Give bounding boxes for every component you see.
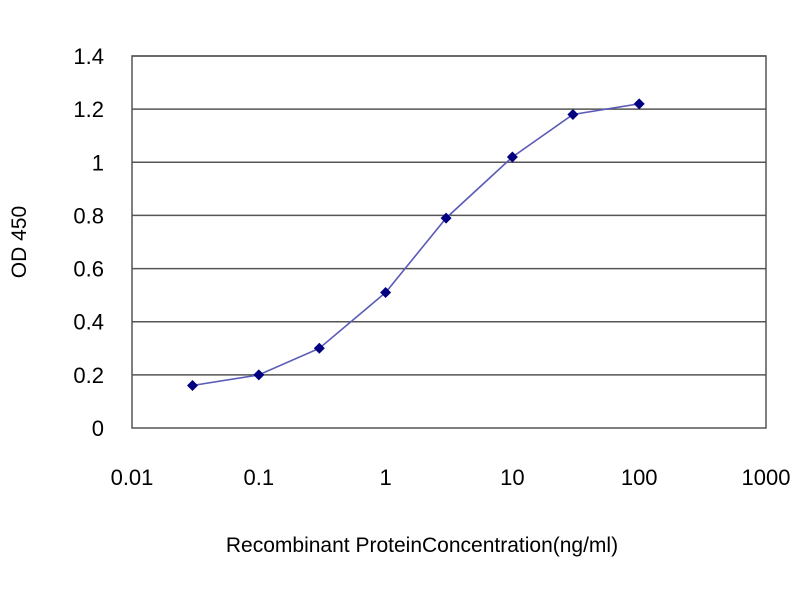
y-axis-title: OD 450 <box>8 206 31 278</box>
y-tick-label: 1.2 <box>73 97 104 122</box>
series-line <box>192 103 640 387</box>
y-tick-label: 1 <box>92 150 104 175</box>
y-axis-ticks: 0 0.2 0.4 0.6 0.8 1 1.2 1.4 <box>73 44 104 441</box>
series <box>186 98 645 391</box>
data-point <box>313 342 325 354</box>
x-tick-label: 0.1 <box>244 465 275 490</box>
y-tick-label: 0.6 <box>73 257 104 282</box>
data-point <box>506 151 518 163</box>
x-tick-label: 1 <box>379 465 391 490</box>
data-point <box>567 108 579 120</box>
data-point <box>633 98 645 110</box>
y-tick-label: 0.2 <box>73 363 104 388</box>
x-axis-ticks: 0.01 0.1 1 10 100 1000 <box>111 465 791 490</box>
data-point <box>440 212 452 224</box>
y-tick-label: 1.4 <box>73 44 104 69</box>
y-tick-label: 0.4 <box>73 310 104 335</box>
plot-area <box>131 55 767 429</box>
y-tick-label: 0 <box>92 416 104 441</box>
x-tick-label: 100 <box>621 465 658 490</box>
data-point <box>380 286 392 298</box>
x-tick-label: 0.01 <box>111 465 154 490</box>
x-tick-label: 1000 <box>742 465 791 490</box>
x-axis-title: Recombinant ProteinConcentration(ng/ml) <box>226 534 618 557</box>
data-point <box>253 369 265 381</box>
y-tick-label: 0.8 <box>73 203 104 228</box>
x-tick-label: 10 <box>500 465 524 490</box>
data-point <box>186 379 198 391</box>
